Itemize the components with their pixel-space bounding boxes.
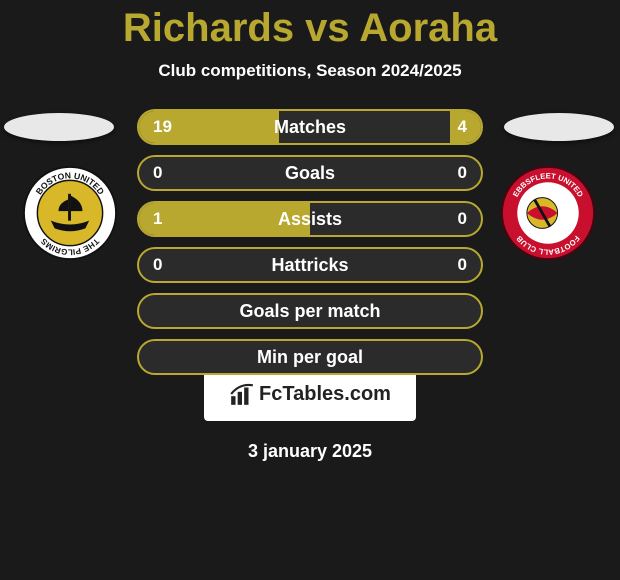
subtitle: Club competitions, Season 2024/2025 <box>0 61 620 81</box>
stat-row: 1 0 Assists <box>137 201 483 237</box>
stat-label: Goals per match <box>239 301 380 322</box>
page-title: Richards vs Aoraha <box>0 0 620 51</box>
fctables-label: FcTables.com <box>259 383 391 406</box>
stat-row: 0 0 Goals <box>137 155 483 191</box>
ebbsfleet-united-crest-icon: EBBSFLEET UNITED FOOTBALL CLUB <box>500 165 596 261</box>
stat-row: 0 0 Hattricks <box>137 247 483 283</box>
stat-value-right: 0 <box>458 255 467 275</box>
stat-row: Min per goal <box>137 339 483 375</box>
player-ellipse-left <box>4 113 114 141</box>
stat-value-left: 0 <box>153 163 162 183</box>
stat-value-right: 0 <box>458 163 467 183</box>
boston-united-crest-icon: BOSTON UNITED THE PILGRIMS <box>22 165 118 261</box>
stat-value-left: 1 <box>153 209 162 229</box>
stat-label: Matches <box>274 117 346 138</box>
player-ellipse-right <box>504 113 614 141</box>
stat-value-right: 0 <box>458 209 467 229</box>
date-footer: 3 january 2025 <box>0 441 620 462</box>
stat-row: Goals per match <box>137 293 483 329</box>
club-logo-right: EBBSFLEET UNITED FOOTBALL CLUB <box>500 165 596 261</box>
club-logo-left: BOSTON UNITED THE PILGRIMS <box>22 165 118 261</box>
stat-label: Hattricks <box>271 255 348 276</box>
stat-label: Assists <box>278 209 342 230</box>
stat-value-right: 4 <box>458 117 467 137</box>
stat-row: 19 4 Matches <box>137 109 483 145</box>
stat-value-left: 0 <box>153 255 162 275</box>
stat-label: Goals <box>285 163 335 184</box>
stats-list: 19 4 Matches 0 0 Goals 1 0 Assists 0 0 Hattricks Goa… <box>137 109 483 385</box>
stat-label: Min per goal <box>257 347 363 368</box>
stat-value-left: 19 <box>153 117 172 137</box>
